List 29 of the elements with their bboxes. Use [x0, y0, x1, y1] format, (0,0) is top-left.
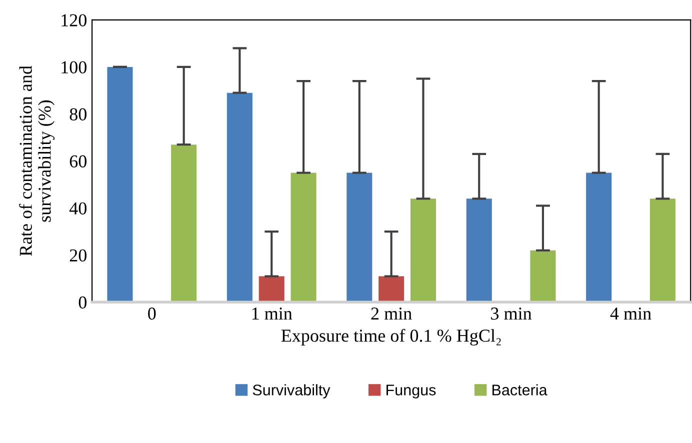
x-tick-label: 0	[148, 308, 156, 320]
legend-label: Bacteria	[492, 384, 548, 396]
y-tick-label: 100	[62, 61, 86, 74]
y-tick-label: 0	[78, 296, 86, 309]
y-tick-label: 60	[70, 155, 86, 168]
bar	[346, 172, 372, 302]
x-tick-label: 3 min	[491, 308, 532, 320]
bar	[107, 66, 133, 302]
x-tick-label: 1 min	[252, 308, 292, 320]
bar	[586, 172, 612, 302]
bar	[530, 250, 556, 302]
y-tick-label: 80	[70, 108, 86, 120]
bar	[466, 198, 492, 302]
x-tick-label: 2 min	[371, 308, 412, 320]
y-tick-label: 40	[69, 202, 86, 215]
bar	[378, 276, 404, 302]
x-axis-title: Exposure time of 0.1 % HgCl₂	[281, 328, 501, 346]
bar	[226, 92, 252, 302]
legend-label: Survivabilty	[252, 384, 330, 398]
y-tick-label: 120	[62, 14, 86, 26]
legend-label: Fungus	[386, 384, 436, 398]
bar	[171, 144, 197, 302]
bar	[650, 198, 676, 302]
bar	[290, 172, 316, 302]
y-tick-label: 20	[70, 249, 86, 262]
y-axis-title: Rate of contamination and survivability (%)	[19, 66, 55, 256]
bar	[410, 198, 436, 302]
bar	[258, 276, 284, 302]
x-tick-label: 4 min	[610, 308, 652, 320]
